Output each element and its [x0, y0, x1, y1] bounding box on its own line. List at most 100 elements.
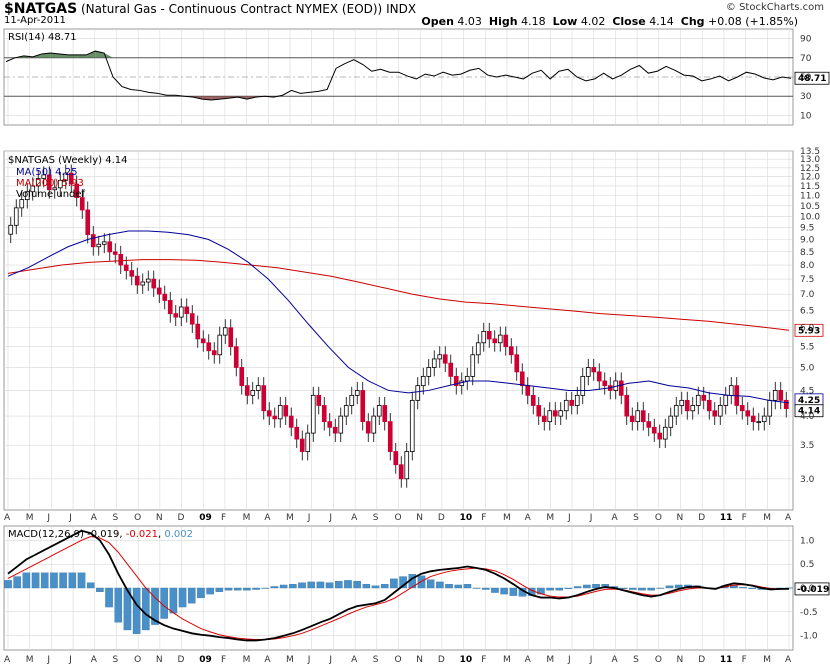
chart-date: 11-Apr-2011 — [4, 15, 66, 26]
high-label: High — [488, 15, 518, 28]
macd-hist-bar — [59, 572, 67, 589]
macd-hist-bar — [243, 587, 251, 591]
price-tick-label: 7.0 — [800, 290, 815, 300]
candle-down — [657, 432, 663, 440]
ma200-legend: MA(200) 5.93 — [16, 178, 84, 189]
x-tick-label: A — [351, 655, 358, 665]
macd-hist-bar — [86, 582, 95, 589]
macd-hist-bar — [298, 582, 306, 589]
candle-down — [272, 415, 278, 420]
macd-hist-bar — [674, 584, 683, 589]
candle-up — [481, 331, 487, 344]
macd-hist-bar — [472, 587, 481, 589]
candle-up — [728, 385, 734, 396]
x-tick-label: D — [438, 513, 445, 523]
candle-down — [189, 313, 195, 325]
instrument-name: (Natural Gas - Continuous Contract NYMEX… — [81, 2, 383, 16]
x-tick-label: M — [243, 655, 251, 665]
x-tick-label: M — [286, 513, 294, 523]
x-tick-label: A — [611, 655, 618, 665]
rsi-tick-label: 10 — [800, 111, 812, 121]
candle-down — [453, 375, 459, 387]
close-tag-label: 4.14 — [798, 407, 820, 417]
macd-hist-bar — [647, 587, 655, 591]
macd-hist-bar — [289, 584, 297, 589]
candle-up — [250, 390, 256, 396]
macd-hist-bar — [619, 587, 628, 589]
x-tick-label: M — [546, 513, 554, 523]
x-tick-label: N — [156, 655, 163, 665]
candle-up — [756, 421, 762, 424]
x-tick-label: N — [156, 513, 163, 523]
x-tick-label: J — [589, 655, 593, 665]
candle-up — [673, 405, 679, 417]
x-tick-label: M — [243, 513, 251, 523]
x-tick-label: D — [698, 655, 705, 665]
candle-up — [772, 390, 778, 401]
candle-up — [140, 281, 146, 286]
ma200-tag-box — [794, 323, 824, 337]
macd-hist-bar — [123, 587, 132, 631]
chart-title: $NATGAS (Natural Gas - Continuous Contra… — [4, 1, 416, 17]
candle-down — [129, 270, 135, 277]
macd-hist-bar — [40, 572, 49, 589]
rsi-tick-label: 30 — [800, 92, 812, 102]
rsi-overbought-fill — [104, 53, 114, 58]
ma50-line — [7, 230, 790, 404]
candle-down — [486, 331, 492, 340]
macd-hist-bar — [748, 587, 757, 589]
x-tick-label: J — [68, 513, 72, 523]
x-tick-label: D — [178, 513, 185, 523]
macd-hist-bar — [215, 587, 224, 592]
macd-hist-bar — [68, 572, 77, 589]
macd-hist-bar — [583, 584, 591, 589]
x-tick-label: 10 — [460, 513, 473, 523]
price-tick-label: 12.0 — [800, 173, 820, 183]
macd-hist-bar — [344, 580, 352, 589]
macd-hist-bar — [390, 578, 398, 589]
x-tick-label: O — [655, 655, 662, 665]
macd-hist-bar — [151, 587, 159, 625]
x-tick-label: F — [481, 513, 486, 523]
candle-up — [695, 394, 701, 406]
candle-up — [63, 172, 69, 181]
candle-down — [211, 350, 217, 356]
x-tick-label: 09 — [199, 513, 212, 523]
price-tick-label: 11.5 — [800, 182, 820, 192]
candle-down — [640, 410, 646, 423]
x-tick-label: J — [589, 513, 593, 523]
candle-up — [52, 187, 58, 191]
candle-down — [651, 426, 657, 434]
ma50-tag-label: 4.25 — [798, 396, 820, 406]
x-tick-label: S — [373, 655, 379, 665]
candle-up — [690, 405, 696, 412]
open-label: Open — [421, 15, 454, 28]
x-tick-label: S — [112, 513, 118, 523]
candle-up — [470, 354, 476, 377]
macd-hist-bar — [96, 587, 104, 592]
macd-hist-bar — [601, 584, 610, 589]
candle-up — [354, 390, 360, 396]
candle-down — [629, 415, 635, 423]
macd-hist-bar — [482, 587, 490, 590]
candle-down — [492, 338, 498, 344]
candle-down — [244, 385, 250, 396]
x-tick-label: O — [134, 655, 141, 665]
price-tick-label: 6.0 — [800, 324, 815, 334]
x-tick-label: A — [525, 513, 532, 523]
candle-down — [448, 362, 454, 377]
candle-down — [569, 399, 575, 406]
candle-down — [162, 293, 168, 301]
candle-down — [706, 399, 712, 412]
price-tick-label: 6.5 — [800, 306, 814, 316]
candle-up — [558, 410, 564, 417]
candle-down — [701, 394, 707, 401]
copyright[interactable]: © StockCharts.com — [725, 2, 824, 13]
price-tick-label: 11.0 — [800, 192, 820, 202]
macd-tick-label: 0.5 — [800, 560, 814, 570]
x-tick-label: M — [763, 513, 771, 523]
x-tick-label: 10 — [460, 655, 473, 665]
rsi-overbought-fill — [86, 51, 96, 58]
candle-up — [338, 415, 344, 434]
macd-hist-bar — [638, 587, 646, 591]
